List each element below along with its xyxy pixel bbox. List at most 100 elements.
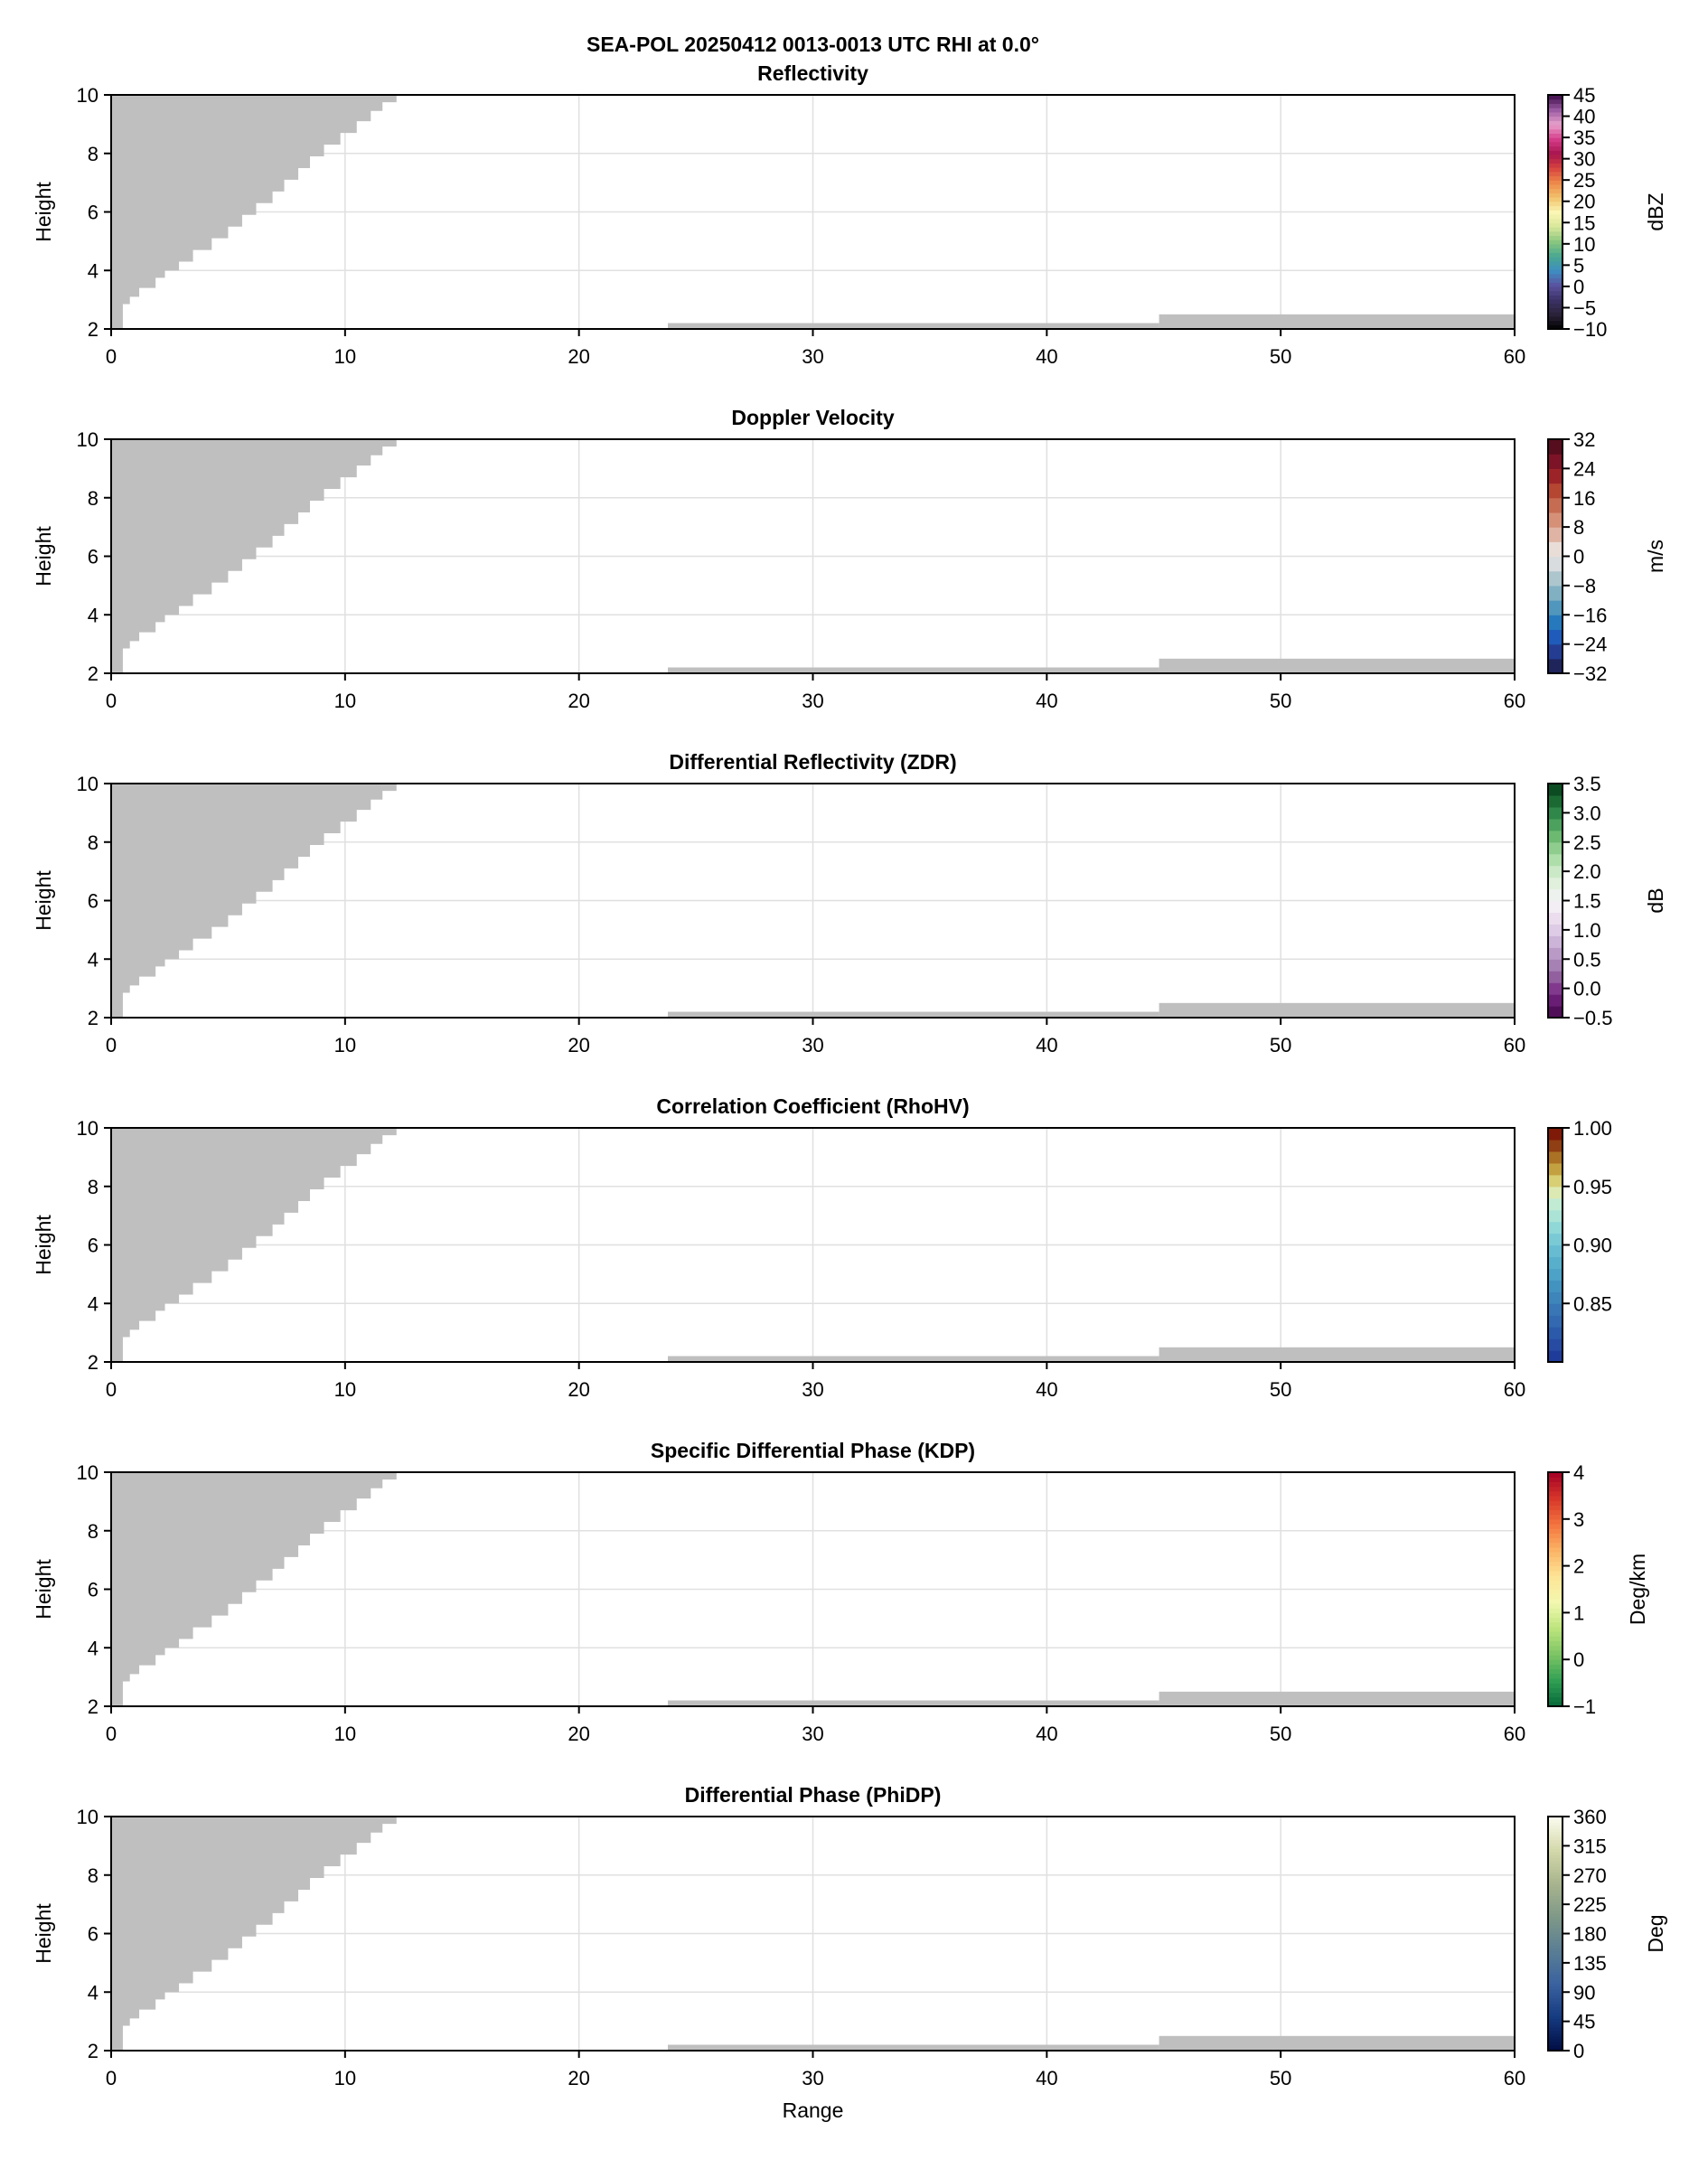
- colorbar-segment: [1548, 2012, 1563, 2016]
- colorbar-segment: [1548, 260, 1563, 266]
- surface-band: [668, 667, 1159, 673]
- surface-band: [1159, 314, 1515, 329]
- colorbar-segment: [1548, 1921, 1563, 1926]
- colorbar-segment: [1548, 1881, 1563, 1885]
- colorbar-tick-label: 315: [1573, 1835, 1607, 1857]
- colorbar-segment: [1548, 615, 1563, 631]
- colorbar-segment: [1548, 1556, 1563, 1563]
- colorbar-segment: [1548, 994, 1563, 1007]
- x-axis-label: Range: [783, 2099, 844, 2122]
- colorbar-segment: [1548, 900, 1563, 914]
- colorbar-segment: [1548, 1957, 1563, 1961]
- colorbar-tick-label: 225: [1573, 1893, 1607, 1916]
- colorbar-segment: [1548, 1505, 1563, 1511]
- colorbar-tick-label: 15: [1573, 211, 1595, 234]
- colorbar-segment: [1548, 1843, 1563, 1846]
- colorbar-segment: [1548, 865, 1563, 878]
- colorbar-tick-label: −8: [1573, 575, 1596, 597]
- colorbar-tick-label: 3.5: [1573, 773, 1601, 795]
- colorbar-segment: [1548, 2000, 1563, 2005]
- surface-band: [668, 2044, 1159, 2051]
- colorbar-segment: [1548, 1819, 1563, 1824]
- colorbar-segment: [1548, 1825, 1563, 1829]
- x-tick-label: 0: [106, 1378, 117, 1401]
- colorbar-segment: [1548, 1574, 1563, 1581]
- colorbar-segment: [1548, 1552, 1563, 1557]
- colorbar-segment: [1548, 1338, 1563, 1351]
- colorbar-segment: [1548, 497, 1563, 513]
- x-tick-label: 30: [802, 1723, 823, 1745]
- colorbar-segment: [1548, 1640, 1563, 1647]
- colorbar-segment: [1548, 541, 1563, 558]
- colorbar-segment: [1548, 265, 1563, 270]
- y-tick-label: 2: [88, 318, 99, 341]
- colorbar-segment: [1548, 320, 1563, 325]
- colorbar-tick-label: 3.0: [1573, 802, 1601, 824]
- no-data-region: [111, 1472, 411, 1706]
- colorbar-segment: [1548, 2009, 1563, 2014]
- colorbar-segment: [1548, 1542, 1563, 1548]
- colorbar-segment: [1548, 439, 1563, 455]
- x-tick-label: 10: [334, 345, 356, 368]
- colorbar-segment: [1548, 2035, 1563, 2040]
- colorbar-label: dB: [1644, 887, 1667, 913]
- colorbar-segment: [1548, 1924, 1563, 1929]
- colorbar-segment: [1548, 1827, 1563, 1832]
- colorbar-segment: [1548, 1907, 1563, 1911]
- colorbar-tick-label: 5: [1573, 254, 1584, 277]
- colorbar-segment: [1548, 1631, 1563, 1637]
- y-tick-label: 6: [88, 202, 99, 224]
- colorbar-segment: [1548, 158, 1563, 164]
- colorbar-segment: [1548, 1692, 1563, 1698]
- colorbar-segment: [1548, 239, 1563, 245]
- colorbar-segment: [1548, 1968, 1563, 1973]
- colorbar-segment: [1548, 124, 1563, 130]
- x-tick-label: 20: [568, 1378, 589, 1401]
- x-tick-label: 60: [1504, 690, 1525, 712]
- colorbar-segment: [1548, 1877, 1563, 1882]
- colorbar-tick-label: −24: [1573, 634, 1607, 656]
- colorbar-segment: [1548, 935, 1563, 948]
- colorbar-segment: [1548, 2021, 1563, 2025]
- surface-band: [1159, 658, 1515, 673]
- y-tick-label: 10: [77, 84, 99, 107]
- colorbar-segment: [1548, 1565, 1563, 1572]
- colorbar-segment: [1548, 141, 1563, 147]
- colorbar-segment: [1548, 146, 1563, 151]
- colorbar-segment: [1548, 1834, 1563, 1838]
- colorbar-segment: [1548, 830, 1563, 843]
- colorbar-tick-label: 180: [1573, 1923, 1607, 1946]
- x-tick-label: 20: [568, 1034, 589, 1056]
- colorbar-segment: [1548, 1327, 1563, 1339]
- x-tick-label: 20: [568, 690, 589, 712]
- x-tick-label: 60: [1504, 2067, 1525, 2089]
- colorbar-segment: [1548, 570, 1563, 587]
- colorbar-segment: [1548, 1233, 1563, 1246]
- colorbar-tick-label: 40: [1573, 106, 1595, 128]
- colorbar-segment: [1548, 1857, 1563, 1862]
- colorbar-segment: [1548, 201, 1563, 207]
- colorbar-segment: [1548, 1533, 1563, 1539]
- no-data-region: [111, 1817, 411, 2051]
- panel-1: 0 10 20 30 40 50 60246810HeightReflectivity454…: [32, 61, 1667, 368]
- colorbar-tick-label: 35: [1573, 127, 1595, 149]
- x-tick-label: 50: [1270, 345, 1291, 368]
- colorbar-segment: [1548, 1986, 1563, 1990]
- colorbar-segment: [1548, 290, 1563, 296]
- colorbar-tick-label: 24: [1573, 457, 1595, 480]
- colorbar-segment: [1548, 248, 1563, 253]
- x-tick-label: 20: [568, 2067, 589, 2089]
- y-tick-label: 10: [77, 428, 99, 451]
- colorbar-segment: [1548, 1977, 1563, 1981]
- colorbar-tick-label: −16: [1573, 604, 1607, 626]
- colorbar-segment: [1548, 1626, 1563, 1632]
- colorbar-tick-label: 8: [1573, 516, 1584, 539]
- colorbar-tick-label: 0: [1573, 276, 1584, 298]
- colorbar-segment: [1548, 468, 1563, 484]
- colorbar-segment: [1548, 116, 1563, 121]
- x-tick-label: 50: [1270, 1723, 1291, 1745]
- no-data-region: [111, 784, 411, 1018]
- y-tick-label: 2: [88, 1351, 99, 1374]
- colorbar-segment: [1548, 1997, 1563, 2002]
- colorbar-segment: [1548, 183, 1563, 190]
